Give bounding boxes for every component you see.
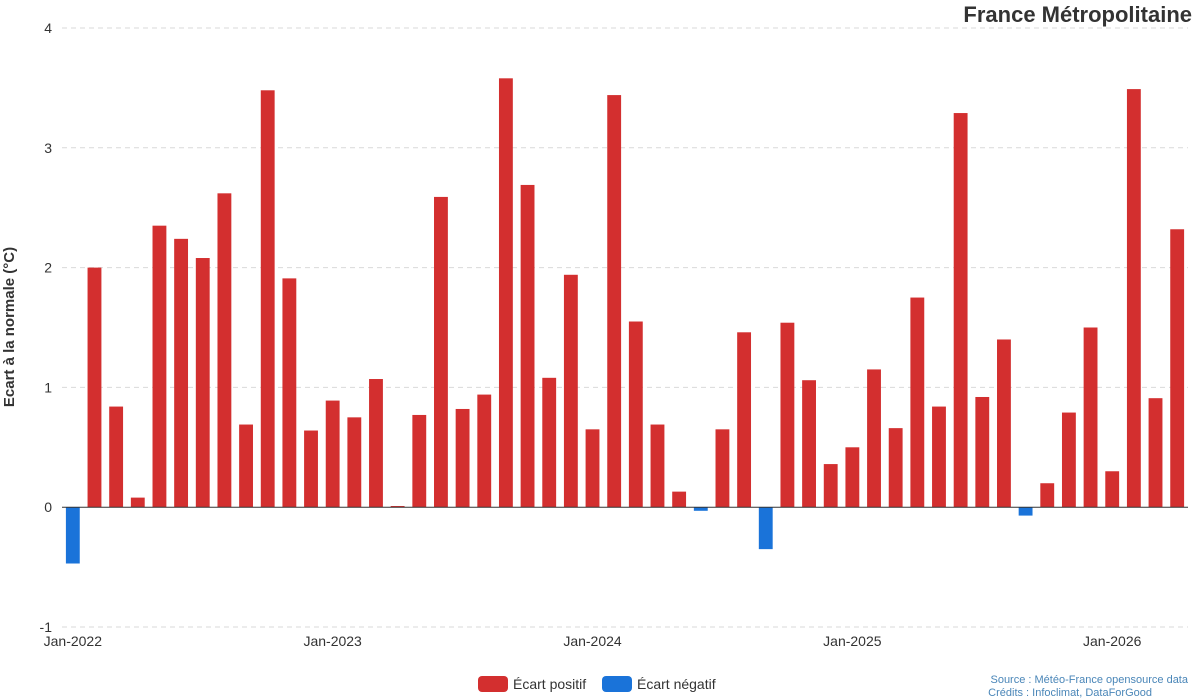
bar-positive[interactable] — [932, 406, 946, 508]
bar-positive[interactable] — [217, 193, 232, 508]
legend-item-negative[interactable]: Écart négatif — [602, 676, 716, 692]
bar-positive[interactable] — [109, 406, 124, 508]
bar-positive[interactable] — [282, 278, 297, 508]
x-tick-label: Jan-2024 — [563, 633, 622, 649]
legend-label-positive: Écart positif — [513, 676, 586, 692]
bar-positive[interactable] — [152, 225, 167, 508]
bar-positive[interactable] — [1148, 398, 1163, 508]
chart-title: France Métropolitaine — [963, 2, 1192, 27]
y-tick-label: 1 — [44, 379, 52, 395]
y-tick-label: 2 — [44, 260, 52, 276]
bar-positive[interactable] — [953, 113, 968, 508]
bar-positive[interactable] — [260, 90, 275, 508]
bar-positive[interactable] — [87, 267, 102, 508]
bar-positive[interactable] — [975, 396, 990, 508]
bar-positive[interactable] — [239, 424, 253, 508]
bar-positive[interactable] — [737, 332, 752, 508]
source-credits: Source : Météo-France opensource data Cr… — [988, 674, 1189, 699]
y-tick-label: -1 — [40, 619, 53, 635]
bar-positive[interactable] — [715, 429, 730, 508]
bar-negative[interactable] — [1018, 507, 1033, 516]
x-tick-label: Jan-2023 — [303, 633, 362, 649]
bar-negative[interactable] — [758, 507, 773, 550]
bar-positive[interactable] — [1040, 483, 1055, 508]
y-axis-ticks: -1 0 1 2 3 4 — [40, 20, 53, 635]
x-tick-label: Jan-2026 — [1083, 633, 1142, 649]
bar-positive[interactable] — [1105, 471, 1120, 508]
legend-swatch-positive — [478, 676, 508, 692]
bar-positive[interactable] — [390, 506, 405, 508]
bar-positive[interactable] — [845, 447, 860, 508]
bar-positive[interactable] — [628, 321, 643, 508]
x-axis-ticks: Jan-2022 Jan-2023 Jan-2024 Jan-2025 Jan-2026 — [44, 633, 1142, 649]
bar-positive[interactable] — [1170, 229, 1185, 508]
bar-positive[interactable] — [434, 196, 448, 508]
bar-positive[interactable] — [542, 377, 557, 508]
bar-positive[interactable] — [304, 430, 318, 508]
y-tick-label: 0 — [44, 499, 52, 515]
bar-positive[interactable] — [888, 428, 903, 508]
bar-positive[interactable] — [1061, 412, 1076, 508]
bar-positive[interactable] — [130, 497, 145, 508]
bar-positive[interactable] — [802, 380, 816, 508]
legend-swatch-negative — [602, 676, 632, 692]
bar-negative[interactable] — [65, 507, 80, 564]
bar-negative[interactable] — [693, 507, 708, 511]
bar-positive[interactable] — [347, 417, 362, 508]
legend: Écart positif Écart négatif — [478, 676, 716, 692]
bar-positive[interactable] — [563, 274, 578, 508]
bar-positive[interactable] — [1083, 327, 1098, 508]
bar-positive[interactable] — [867, 369, 881, 508]
credits-line: Crédits : Infoclimat, DataForGood — [988, 687, 1152, 699]
legend-item-positive[interactable]: Écart positif — [478, 676, 586, 692]
bar-positive[interactable] — [997, 339, 1011, 508]
bar-positive[interactable] — [195, 258, 210, 508]
bar-positive[interactable] — [1126, 89, 1141, 508]
bar-positive[interactable] — [369, 379, 383, 508]
bar-positive[interactable] — [455, 408, 470, 508]
bar-positive[interactable] — [412, 414, 427, 508]
bar-positive[interactable] — [498, 78, 513, 508]
source-line: Source : Météo-France opensource data — [990, 674, 1188, 686]
bar-positive[interactable] — [910, 297, 925, 508]
bar-positive[interactable] — [672, 491, 687, 508]
bar-positive[interactable] — [780, 322, 795, 508]
y-tick-label: 4 — [44, 20, 52, 36]
bar-positive[interactable] — [650, 424, 665, 508]
bars — [65, 78, 1185, 564]
y-tick-label: 3 — [44, 140, 52, 156]
bar-positive[interactable] — [607, 95, 622, 508]
bar-positive[interactable] — [477, 394, 492, 508]
bar-positive[interactable] — [174, 238, 189, 508]
legend-label-negative: Écart négatif — [637, 676, 716, 692]
y-axis-label: Ecart à la normale (°C) — [1, 247, 18, 407]
bar-positive[interactable] — [823, 464, 838, 508]
bar-positive[interactable] — [325, 400, 340, 508]
bar-positive[interactable] — [585, 429, 600, 508]
x-tick-label: Jan-2022 — [44, 633, 103, 649]
x-tick-label: Jan-2025 — [823, 633, 882, 649]
bar-positive[interactable] — [520, 184, 535, 508]
